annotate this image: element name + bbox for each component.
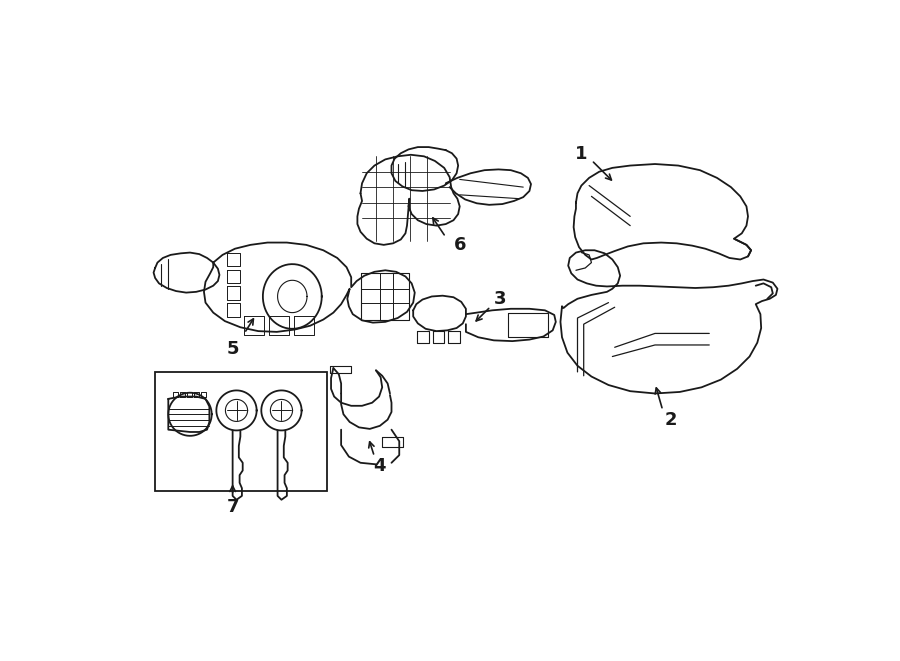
Bar (155, 372, 328, 491)
Text: 7: 7 (227, 498, 239, 516)
Text: 5: 5 (227, 340, 239, 358)
Text: 2: 2 (664, 410, 677, 429)
Text: 6: 6 (454, 236, 466, 254)
Text: 3: 3 (494, 290, 506, 308)
Text: 1: 1 (575, 145, 588, 163)
Text: 4: 4 (374, 457, 386, 475)
